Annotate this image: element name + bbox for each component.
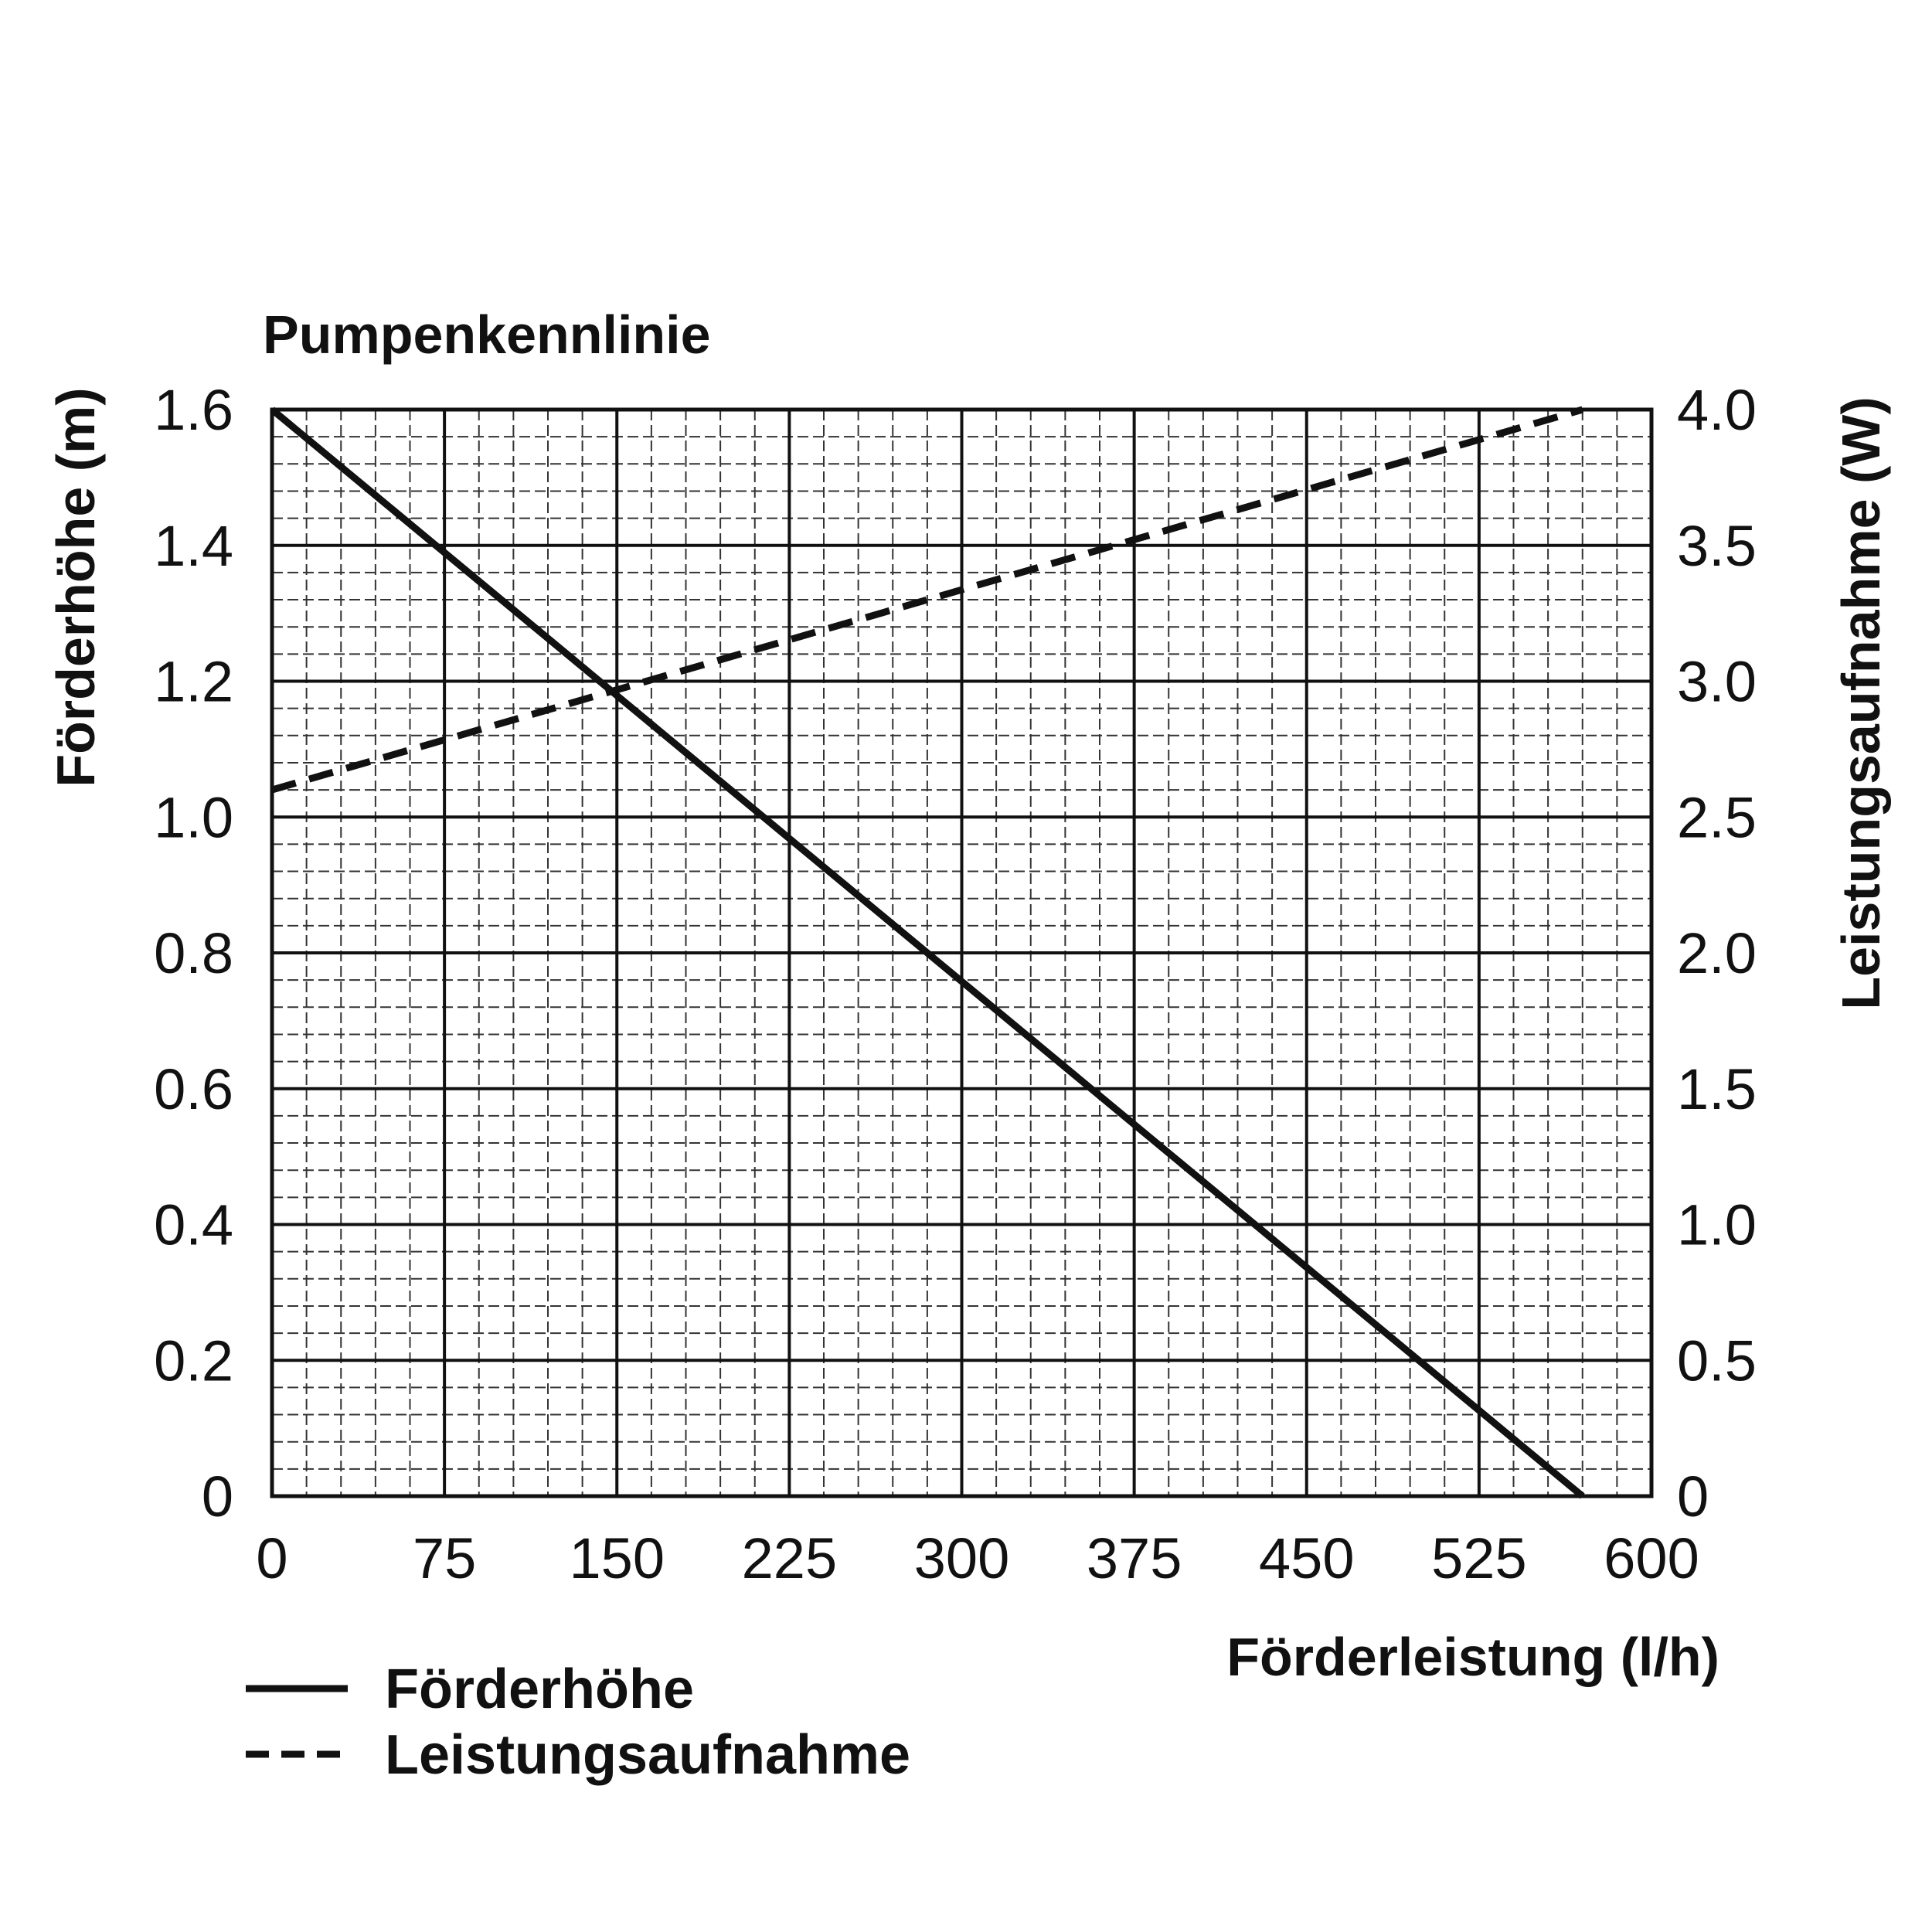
right-y-tick-label: 2.5	[1677, 785, 1757, 849]
x-tick-label: 600	[1604, 1526, 1699, 1590]
left-y-tick-label: 1.4	[154, 514, 233, 578]
left-y-tick-label: 0.8	[154, 921, 233, 985]
right-y-tick-label: 0	[1677, 1464, 1709, 1529]
x-tick-label: 0	[256, 1526, 287, 1590]
left-y-tick-label: 1.0	[154, 785, 233, 849]
right-y-tick-label: 1.0	[1677, 1193, 1757, 1257]
legend-label-leistungsaufnahme: Leistungsaufnahme	[385, 1724, 910, 1786]
right-y-tick-label: 0.5	[1677, 1328, 1757, 1393]
x-tick-label: 150	[570, 1526, 665, 1590]
series-line-foerderhoehe	[270, 406, 1585, 1499]
x-tick-label: 450	[1259, 1526, 1354, 1590]
right-y-tick-label: 4.0	[1677, 378, 1757, 442]
x-tick-label: 75	[413, 1526, 476, 1590]
right-axis-title: Leistungsaufnahme (W)	[1831, 396, 1891, 1009]
left-y-tick-label: 0.6	[154, 1057, 233, 1121]
plot-frame	[270, 407, 1654, 1498]
series-line-leistungsaufnahme	[270, 406, 1584, 794]
legend-label-foerderhoehe: Förderhöhe	[385, 1658, 694, 1720]
left-y-tick-label: 0.4	[154, 1193, 233, 1257]
right-y-tick-label: 3.0	[1677, 650, 1757, 714]
tick-labels: 0 75 150 225 300 375 450 525 60000.20.40.60.81.0…	[154, 378, 1757, 1590]
left-y-tick-label: 0.2	[154, 1328, 233, 1393]
left-y-tick-label: 1.2	[154, 650, 233, 714]
series-layer	[270, 406, 1585, 1499]
legend: Förderhöhe Leistungsaufnahme	[246, 1658, 910, 1786]
x-tick-label: 300	[914, 1526, 1009, 1590]
left-y-tick-label: 1.6	[154, 378, 233, 442]
right-y-tick-label: 1.5	[1677, 1057, 1757, 1121]
chart-title: Pumpenkennlinie	[263, 304, 711, 365]
x-tick-label: 225	[742, 1526, 837, 1590]
left-y-tick-label: 0	[202, 1464, 233, 1529]
right-y-tick-label: 3.5	[1677, 514, 1757, 578]
x-tick-label: 375	[1087, 1526, 1182, 1590]
right-y-tick-label: 2.0	[1677, 921, 1757, 985]
left-axis-title: Förderhöhe (m)	[46, 387, 106, 787]
x-axis-title: Förderleistung (l/h)	[1226, 1627, 1719, 1687]
x-tick-label: 525	[1431, 1526, 1526, 1590]
